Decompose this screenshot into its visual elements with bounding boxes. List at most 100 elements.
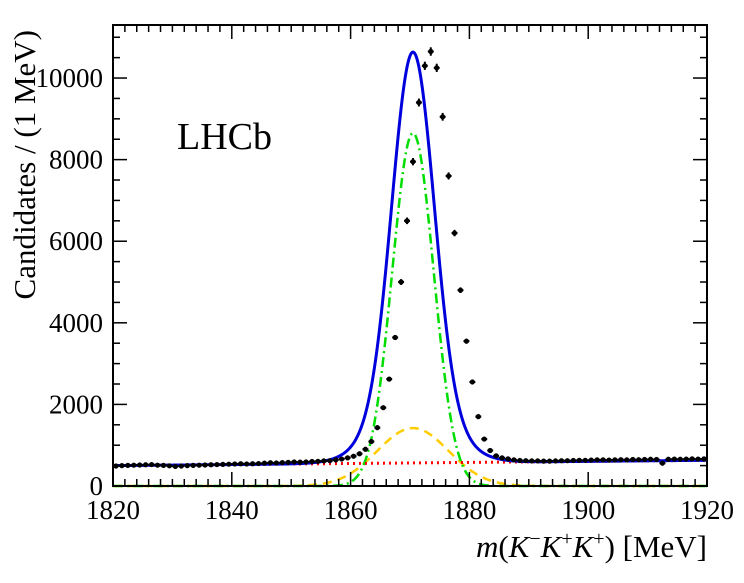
data-marker	[665, 456, 671, 462]
data-point	[202, 462, 209, 468]
x-tick-label: 1880	[442, 495, 496, 525]
data-point	[237, 461, 244, 467]
data-point	[695, 456, 702, 462]
data-marker	[499, 455, 505, 461]
data-marker	[267, 460, 274, 466]
data-marker	[511, 457, 517, 463]
data-point	[653, 456, 660, 463]
data-point	[665, 456, 672, 462]
data-point	[303, 459, 310, 465]
data-marker	[701, 456, 707, 462]
data-marker	[683, 456, 689, 462]
data-point	[178, 463, 185, 469]
data-marker	[279, 459, 285, 466]
data-marker	[255, 460, 262, 467]
data-marker	[285, 459, 291, 465]
data-marker	[273, 460, 279, 466]
data-marker	[244, 461, 250, 467]
data-point	[546, 458, 553, 464]
data-marker	[392, 334, 398, 341]
x-tick-label: 1840	[205, 495, 259, 525]
data-marker	[172, 463, 178, 470]
data-point	[564, 458, 571, 464]
data-marker	[600, 457, 606, 463]
data-marker	[428, 48, 434, 55]
data-point	[516, 457, 523, 464]
data-marker	[546, 458, 553, 464]
data-point	[427, 47, 434, 56]
data-point	[588, 457, 595, 463]
data-point	[285, 459, 292, 465]
data-point	[659, 460, 666, 466]
data-point	[558, 458, 565, 464]
data-marker	[653, 456, 660, 463]
data-marker	[362, 446, 369, 452]
data-point	[190, 462, 197, 468]
data-point	[677, 456, 684, 462]
data-marker	[594, 457, 600, 463]
y-tick-label: 10000	[36, 63, 104, 93]
data-point	[469, 379, 476, 385]
data-marker	[469, 379, 475, 385]
data-point	[617, 457, 624, 463]
data-marker	[416, 99, 422, 106]
data-marker	[410, 159, 416, 165]
wide-gaussian-curve	[113, 426, 707, 488]
data-point	[344, 455, 351, 461]
data-marker	[463, 338, 470, 344]
data-marker	[208, 462, 214, 468]
data-point	[392, 334, 399, 341]
data-marker	[630, 456, 636, 463]
data-point	[243, 461, 250, 467]
data-point	[398, 279, 405, 285]
data-point	[594, 457, 601, 463]
data-point	[493, 453, 500, 459]
y-tick-label: 4000	[49, 308, 103, 338]
data-marker	[446, 173, 452, 179]
data-marker	[487, 447, 493, 454]
lhcb-label: LHCb	[177, 116, 272, 158]
data-point	[445, 172, 452, 180]
data-point	[421, 61, 428, 70]
data-point	[231, 461, 238, 467]
data-marker	[523, 458, 529, 464]
data-point	[130, 462, 137, 468]
data-point	[362, 446, 369, 452]
data-point	[148, 461, 155, 468]
data-point	[600, 457, 607, 463]
data-marker	[315, 458, 321, 464]
data-marker	[333, 457, 339, 463]
data-marker	[647, 456, 654, 462]
data-point	[606, 457, 612, 463]
data-marker	[374, 425, 380, 431]
data-marker	[695, 456, 701, 462]
data-point	[528, 458, 535, 464]
data-marker	[214, 461, 220, 468]
data-point	[647, 456, 654, 462]
data-point	[255, 460, 262, 467]
data-marker	[261, 460, 268, 466]
data-marker	[558, 458, 565, 464]
plot-frame	[112, 24, 708, 487]
data-point	[279, 459, 286, 466]
data-marker	[303, 459, 309, 465]
data-point	[415, 98, 422, 107]
data-marker	[564, 458, 571, 464]
data-marker	[588, 457, 594, 463]
data-point	[380, 405, 387, 411]
data-marker	[232, 461, 238, 467]
data-marker	[570, 457, 576, 464]
data-marker	[636, 457, 642, 463]
data-point	[368, 438, 375, 445]
data-point	[160, 462, 167, 468]
data-marker	[160, 462, 167, 468]
data-marker	[576, 457, 582, 463]
x-axis-label: m(K−K+K+) [MeV]	[476, 528, 707, 564]
data-marker	[196, 462, 202, 468]
data-marker	[119, 463, 125, 469]
data-point	[457, 287, 464, 294]
data-marker	[220, 461, 226, 467]
data-point	[142, 462, 149, 468]
data-marker	[529, 458, 535, 464]
data-marker	[125, 462, 131, 468]
